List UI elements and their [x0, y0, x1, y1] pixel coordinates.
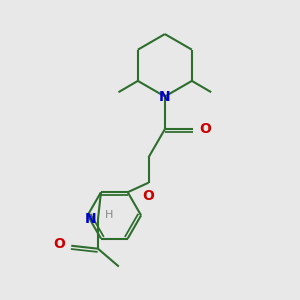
Text: O: O — [142, 189, 154, 203]
Text: O: O — [53, 237, 65, 251]
Text: N: N — [159, 89, 171, 103]
Text: O: O — [199, 122, 211, 136]
Text: N: N — [85, 212, 97, 226]
Text: H: H — [104, 209, 113, 220]
